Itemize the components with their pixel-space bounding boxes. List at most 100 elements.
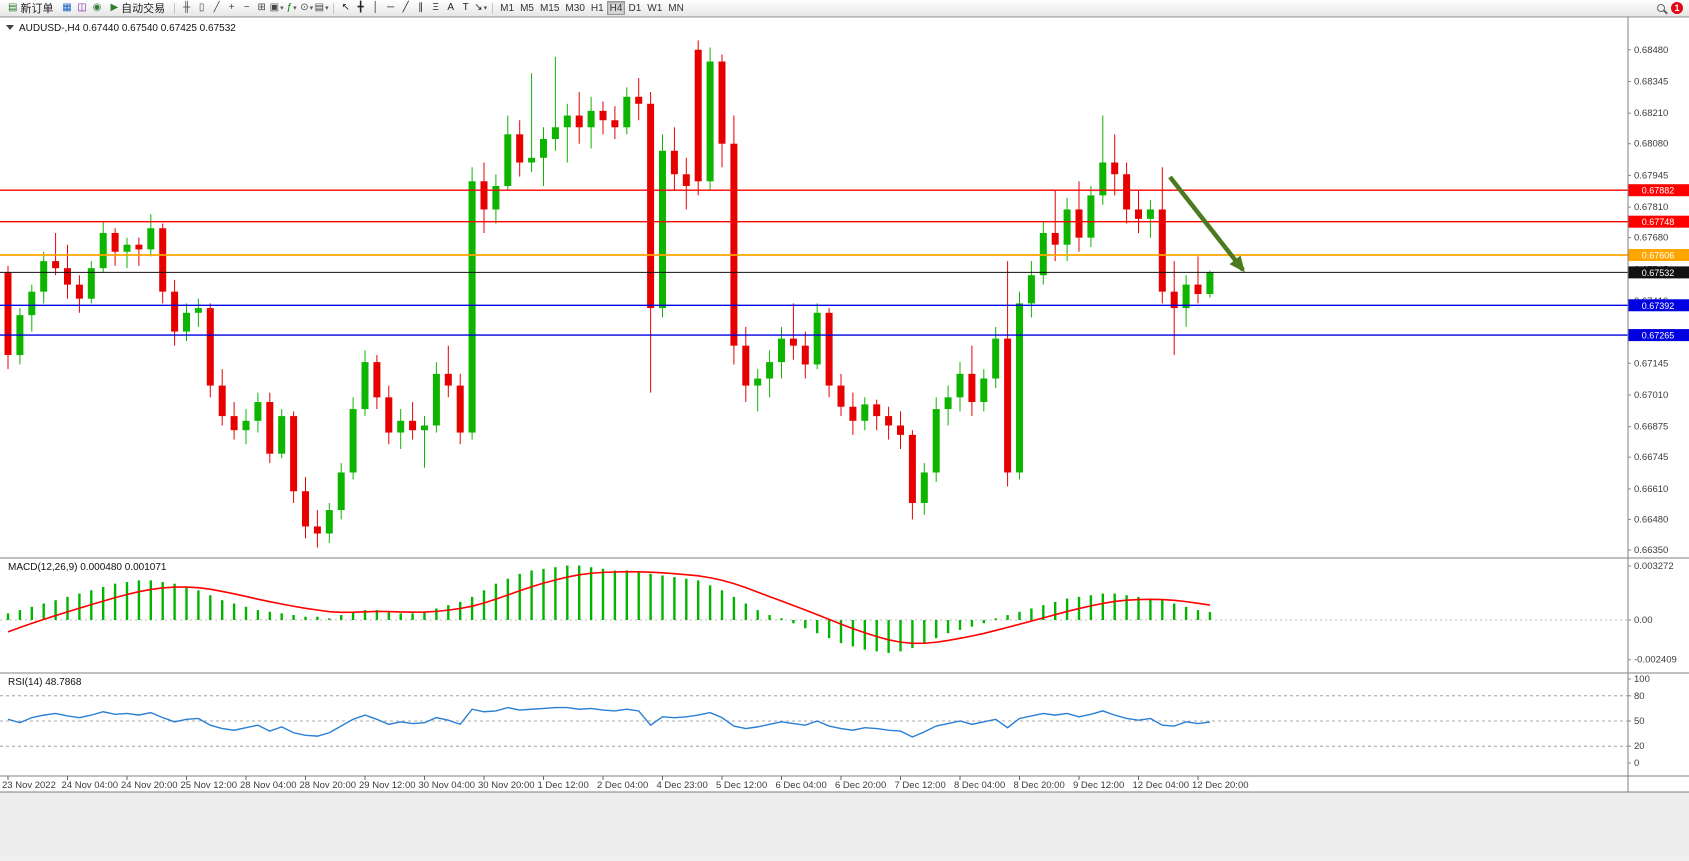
svg-text:23 Nov 2022: 23 Nov 2022 xyxy=(2,780,56,791)
candle-up xyxy=(766,362,774,379)
trend-arrow[interactable] xyxy=(1168,175,1245,273)
svg-text:12 Dec 20:00: 12 Dec 20:00 xyxy=(1192,780,1249,791)
sound-icon[interactable]: ◉ xyxy=(92,2,102,13)
indicators-icon[interactable]: ƒ ▾ xyxy=(286,2,297,13)
candle-down xyxy=(968,373,976,403)
zoom-in-icon[interactable]: + xyxy=(228,2,235,13)
candle-up xyxy=(980,378,988,403)
play-icon: ▶ xyxy=(110,2,119,13)
notification-badge[interactable]: 1 xyxy=(1671,2,1683,14)
svg-text:28 Nov 04:00: 28 Nov 04:00 xyxy=(240,780,297,791)
svg-text:0.67810: 0.67810 xyxy=(1634,202,1668,213)
candle-down xyxy=(897,425,904,435)
toolbar-separator xyxy=(492,2,494,14)
candle-up xyxy=(623,96,631,128)
collapse-triangle-icon[interactable] xyxy=(6,25,14,30)
candle-up xyxy=(754,378,762,386)
cursor-icon[interactable]: ↖ xyxy=(341,2,350,13)
svg-text:0.68345: 0.68345 xyxy=(1634,76,1668,87)
svg-text:6 Dec 04:00: 6 Dec 04:00 xyxy=(776,780,827,791)
candle-down xyxy=(718,61,726,144)
candle-up xyxy=(1206,272,1214,294)
candle-up xyxy=(778,338,785,363)
toolbar-right: 1 xyxy=(1657,2,1686,14)
candle-down xyxy=(1194,284,1202,294)
candle-up xyxy=(1146,209,1154,219)
candle-up xyxy=(468,181,476,433)
profile-icon[interactable]: ◫ xyxy=(77,2,87,13)
svg-text:MACD(12,26,9) 0.000480 0.00107: MACD(12,26,9) 0.000480 0.001071 xyxy=(8,562,167,573)
svg-text:0.003272: 0.003272 xyxy=(1634,561,1674,572)
timeframe-H1[interactable]: H1 xyxy=(590,3,604,14)
candle-down xyxy=(1158,209,1166,292)
horizontal-line-icon[interactable]: ─ xyxy=(387,2,395,13)
candle-up xyxy=(1099,162,1107,196)
svg-text:0.67606: 0.67606 xyxy=(1642,251,1675,261)
line-chart-icon[interactable]: ╱ xyxy=(213,2,220,13)
candle-down xyxy=(575,115,583,128)
candle-up xyxy=(551,127,559,140)
candle-up xyxy=(492,185,500,210)
bars-chart-icon[interactable]: ╫ xyxy=(183,2,191,13)
candle-up xyxy=(1016,303,1023,473)
svg-text:0.67392: 0.67392 xyxy=(1642,301,1675,311)
svg-text:0.66350: 0.66350 xyxy=(1634,545,1668,556)
new-chart-icon[interactable]: ▣ ▾ xyxy=(269,2,284,13)
candle-up xyxy=(123,244,131,252)
svg-text:AUDUSD-,H4 0.67440 0.67540 0.: AUDUSD-,H4 0.67440 0.67540 0.67425 0.675… xyxy=(19,23,236,34)
candle-up xyxy=(587,110,595,128)
candle-up xyxy=(1063,209,1071,245)
timeframe-MN[interactable]: MN xyxy=(668,3,684,14)
candle-down xyxy=(516,134,524,163)
trendline-icon[interactable]: ╱ xyxy=(402,2,409,13)
candle-up xyxy=(1182,284,1190,309)
candle-down xyxy=(837,385,845,407)
vertical-line-icon[interactable]: │ xyxy=(372,2,379,13)
timeframe-M1[interactable]: M1 xyxy=(500,3,515,14)
candle-down xyxy=(873,404,881,417)
candle-down xyxy=(480,181,488,210)
new-order-button[interactable]: ▤ 新订单 xyxy=(3,1,58,16)
candle-down xyxy=(206,308,214,386)
chevron-down-icon: ▾ xyxy=(309,4,314,12)
timeframe-H4[interactable]: H4 xyxy=(606,1,626,15)
svg-text:0.66745: 0.66745 xyxy=(1634,452,1668,463)
timeframe-M30[interactable]: M30 xyxy=(565,3,585,14)
candle-up xyxy=(87,268,95,299)
candle-up xyxy=(99,232,107,269)
label-icon[interactable]: T xyxy=(462,2,469,13)
candle-down xyxy=(302,491,309,527)
channel-icon[interactable]: ∥ xyxy=(418,2,424,13)
candle-down xyxy=(52,261,60,269)
timeframe-D1[interactable]: D1 xyxy=(628,3,642,14)
templates-icon[interactable]: ▤ ▾ xyxy=(314,2,329,13)
candle-down xyxy=(682,174,690,186)
svg-text:29 Nov 12:00: 29 Nov 12:00 xyxy=(359,780,416,791)
candle-up xyxy=(992,338,1000,379)
svg-text:20: 20 xyxy=(1634,741,1645,752)
svg-text:50: 50 xyxy=(1634,716,1645,727)
candle-down xyxy=(409,420,417,431)
arrows-icon[interactable]: ↘ ▾ xyxy=(474,2,488,13)
candle-up xyxy=(242,420,250,431)
chart-canvas[interactable]: 0.68480 0.68345 0.68210 0.68080 0.67945 0.678… xyxy=(0,17,1689,856)
chart-window[interactable]: 0.68480 0.68345 0.68210 0.68080 0.67945 0.678… xyxy=(0,17,1689,856)
candle-up xyxy=(432,373,440,426)
candle-up xyxy=(421,425,428,431)
timeframe-M15[interactable]: M15 xyxy=(539,3,560,14)
candle-up xyxy=(183,312,190,332)
svg-text:7 Dec 12:00: 7 Dec 12:00 xyxy=(895,780,946,791)
timeframe-M5[interactable]: M5 xyxy=(520,3,534,14)
autotrading-button[interactable]: ▶ 自动交易 xyxy=(105,1,170,16)
crosshair-icon[interactable]: ╋ xyxy=(357,2,364,13)
fibonacci-icon[interactable]: Ξ xyxy=(432,2,439,13)
search-icon[interactable] xyxy=(1657,4,1665,12)
text-icon[interactable]: A xyxy=(447,2,454,13)
timeframe-W1[interactable]: W1 xyxy=(647,3,663,14)
candlestick-chart-icon[interactable]: ▯ xyxy=(198,2,205,13)
candle-up xyxy=(1087,195,1095,238)
charts-icon[interactable]: ▦ xyxy=(62,2,72,13)
tile-windows-icon[interactable]: ⊞ xyxy=(257,2,266,13)
zoom-out-icon[interactable]: − xyxy=(243,2,250,13)
periods-icon[interactable]: ⊙ ▾ xyxy=(300,2,314,13)
